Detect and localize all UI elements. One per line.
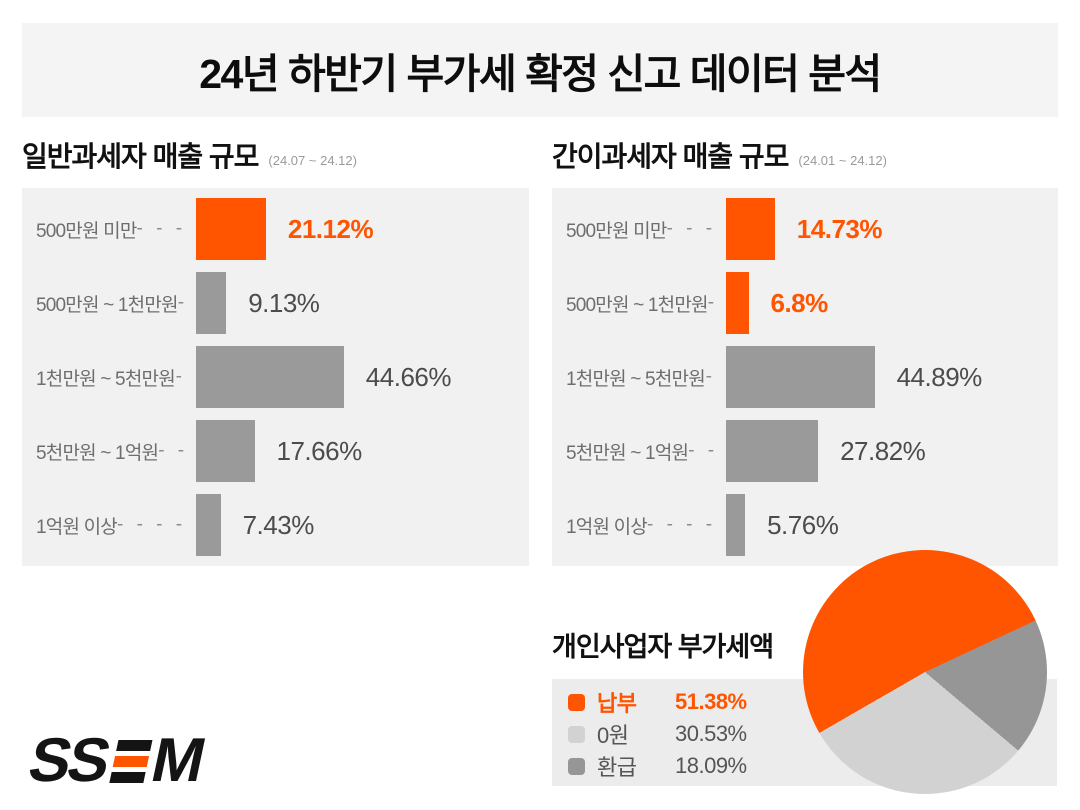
bar-category-label: 500만원 미만 <box>36 220 137 242</box>
bar-category-label: 500만원 미만 <box>566 220 667 242</box>
logo-letter: M <box>145 726 209 795</box>
bar-category-label: 1억원 이상 <box>36 516 118 538</box>
simplified-chart-title: 간이과세자 매출 규모 <box>552 141 789 172</box>
general-chart-period: (24.07 ~ 24.12) <box>268 152 357 168</box>
bar <box>726 420 819 482</box>
bar-category-label: 1억원 이상 <box>566 516 648 538</box>
header-band: 24년 하반기 부가세 확정 신고 데이터 분석 <box>22 23 1058 117</box>
leader-dashes: - - <box>158 440 189 461</box>
leader-dashes: - - - <box>136 218 187 239</box>
bar-value: 27.82% <box>840 435 926 466</box>
bar-row: 1천만원 ~ 5천만원 - 44.89% <box>552 346 1058 408</box>
bar-category-label: 5천만원 ~ 1억원 <box>566 442 689 464</box>
logo-e-bar <box>109 771 146 783</box>
legend-value: 30.53% <box>675 721 747 746</box>
legend-label: 0원 <box>597 723 629 748</box>
bar <box>196 420 255 482</box>
pie-chart-title: 개인사업자 부가세액 <box>552 632 774 662</box>
bar <box>196 346 344 408</box>
bar-value: 14.73% <box>796 213 883 244</box>
bar-category-label: 5천만원 ~ 1억원 <box>36 442 159 464</box>
legend-label: 환급 <box>597 755 637 780</box>
bar-label-cell: 1억원 이상 - - - - - <box>36 512 202 539</box>
bar-label-cell: 500만원 ~ 1천만원 - <box>36 290 196 317</box>
bar-row: 500만원 ~ 1천만원 - 9.13% <box>22 272 529 334</box>
bar <box>726 346 875 408</box>
bar-label-cell: 1천만원 ~ 5천만원 - <box>36 364 196 391</box>
simplified-chart-header: 간이과세자 매출 규모 (24.01 ~ 24.12) <box>552 131 887 179</box>
legend-value: 51.38% <box>675 689 747 714</box>
bar-label-cell: 1천만원 ~ 5천만원 - <box>566 364 726 391</box>
bar-value: 17.66% <box>276 435 363 466</box>
bar <box>196 494 221 556</box>
bar-category-label: 500만원 ~ 1천만원 <box>566 294 709 316</box>
bar-value: 44.89% <box>896 361 983 392</box>
bar-value: 21.12% <box>287 213 374 244</box>
bar-label-cell: 5천만원 ~ 1억원 - - <box>36 438 196 465</box>
bar-row: 500만원 미만 - - - 14.73% <box>552 198 1058 260</box>
leader-dashes: - - - - - <box>646 514 736 535</box>
bar-value: 7.43% <box>242 509 315 540</box>
bar-value: 44.66% <box>365 361 452 392</box>
leader-dashes: - <box>175 366 186 387</box>
bar <box>726 272 749 334</box>
simplified-chart-period: (24.01 ~ 24.12) <box>798 152 887 168</box>
bar <box>196 272 227 334</box>
logo-e-middle-bar <box>112 755 149 767</box>
bar-row: 5천만원 ~ 1억원 - - 17.66% <box>22 420 529 482</box>
legend-row: 납부 51.38% <box>568 686 1057 718</box>
bar-category-label: 1천만원 ~ 5천만원 <box>36 368 176 390</box>
bar-row: 1천만원 ~ 5천만원 - 44.66% <box>22 346 529 408</box>
legend-swatch-icon <box>568 725 585 743</box>
bar <box>726 198 775 260</box>
leader-dashes: - - - <box>666 218 717 239</box>
legend-value: 18.09% <box>675 753 747 778</box>
simplified-bar-chart: 500만원 미만 - - -14.73% 500만원 ~ 1천만원 -6.8% 1천만원… <box>552 188 1058 566</box>
legend-label: 납부 <box>597 691 637 716</box>
bar-category-label: 1천만원 ~ 5천만원 <box>566 368 706 390</box>
bar-label-cell: 500만원 미만 - - - <box>36 216 196 243</box>
logo-letter-e <box>109 739 153 783</box>
leader-dashes: - - <box>688 440 719 461</box>
bar-row: 1억원 이상 - - - - - 7.43% <box>22 494 529 556</box>
bar-label-cell: 500만원 ~ 1천만원 - <box>566 290 726 317</box>
leader-dashes: - <box>707 292 719 313</box>
leader-dashes: - - - - - <box>116 514 206 535</box>
general-chart-header: 일반과세자 매출 규모 (24.07 ~ 24.12) <box>22 131 357 179</box>
bar-label-cell: 5천만원 ~ 1억원 - - <box>566 438 726 465</box>
bar-category-label: 500만원 ~ 1천만원 <box>36 294 179 316</box>
bar <box>726 494 746 556</box>
bar-label-cell: 500만원 미만 - - - <box>566 216 726 243</box>
general-chart-title: 일반과세자 매출 규모 <box>22 141 259 172</box>
leader-dashes: - <box>705 366 716 387</box>
bar-row: 500만원 미만 - - - 21.12% <box>22 198 529 260</box>
pie-chart <box>803 550 1047 794</box>
bar-row: 5천만원 ~ 1억원 - - 27.82% <box>552 420 1058 482</box>
leader-dashes: - <box>177 292 189 313</box>
legend-swatch-icon <box>568 693 585 711</box>
logo-e-bar <box>115 739 153 751</box>
bar-value: 5.76% <box>767 509 839 540</box>
page-title: 24년 하반기 부가세 확정 신고 데이터 분석 <box>199 51 882 97</box>
bar-value: 6.8% <box>770 287 829 318</box>
bar-row: 500만원 ~ 1천만원 - 6.8% <box>552 272 1058 334</box>
bar <box>196 198 266 260</box>
general-bar-chart: 500만원 미만 - - -21.12% 500만원 ~ 1천만원 -9.13% 1천만… <box>22 188 529 566</box>
legend-swatch-icon <box>568 757 585 775</box>
legend-row: 환급 18.09% <box>568 750 1057 782</box>
bar-label-cell: 1억원 이상 - - - - - <box>566 512 732 539</box>
legend-row: 0원 30.53% <box>568 718 1057 750</box>
bar-value: 9.13% <box>248 287 320 318</box>
bar-row: 1억원 이상 - - - - - 5.76% <box>552 494 1058 556</box>
